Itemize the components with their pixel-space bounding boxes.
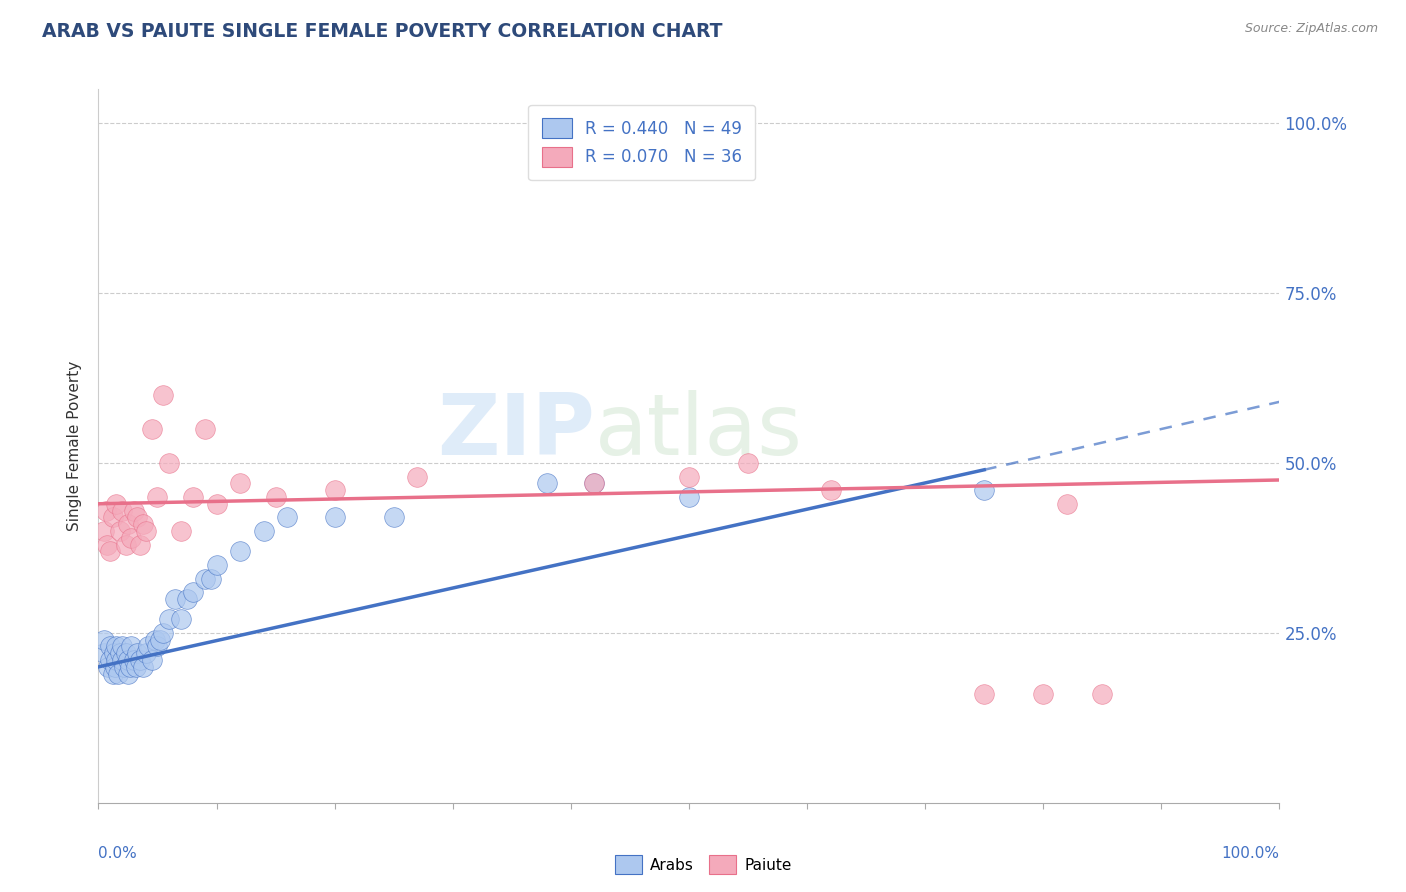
Text: ZIP: ZIP — [437, 390, 595, 474]
Legend: Arabs, Paiute: Arabs, Paiute — [609, 849, 797, 880]
Point — [253, 524, 276, 538]
Point — [105, 640, 128, 654]
Point — [104, 660, 127, 674]
Point — [152, 388, 174, 402]
Legend: R = 0.440   N = 49, R = 0.070   N = 36: R = 0.440 N = 49, R = 0.070 N = 36 — [529, 104, 755, 180]
Text: Source: ZipAtlas.com: Source: ZipAtlas.com — [1244, 22, 1378, 36]
Point — [93, 632, 115, 647]
Point — [323, 483, 346, 498]
Point — [536, 476, 558, 491]
Point — [94, 503, 117, 517]
Point — [141, 653, 163, 667]
Point — [121, 531, 143, 545]
Point — [132, 517, 155, 532]
Point — [229, 476, 252, 491]
Point — [205, 497, 228, 511]
Point — [170, 612, 193, 626]
Point — [176, 591, 198, 606]
Point — [678, 490, 700, 504]
Point — [170, 524, 193, 538]
Point — [121, 640, 143, 654]
Point — [128, 537, 150, 551]
Point — [276, 510, 298, 524]
Point — [98, 640, 121, 654]
Point — [117, 653, 139, 667]
Point — [127, 646, 149, 660]
Point — [136, 640, 159, 654]
Point — [108, 646, 131, 660]
Point — [973, 687, 995, 701]
Point — [323, 510, 346, 524]
Point — [125, 660, 148, 674]
Point — [583, 476, 606, 491]
Point — [146, 640, 169, 654]
Point — [678, 469, 700, 483]
Point — [120, 660, 142, 674]
Point — [1056, 497, 1078, 511]
Point — [181, 490, 204, 504]
Y-axis label: Single Female Poverty: Single Female Poverty — [67, 361, 83, 531]
Point — [105, 653, 128, 667]
Text: ARAB VS PAIUTE SINGLE FEMALE POVERTY CORRELATION CHART: ARAB VS PAIUTE SINGLE FEMALE POVERTY COR… — [42, 22, 723, 41]
Point — [583, 476, 606, 491]
Point — [229, 544, 252, 558]
Point — [1032, 687, 1054, 701]
Point — [105, 497, 128, 511]
Point — [127, 510, 149, 524]
Point — [737, 456, 759, 470]
Point — [101, 666, 124, 681]
Point — [264, 490, 287, 504]
Point — [157, 456, 180, 470]
Point — [128, 653, 150, 667]
Point — [108, 524, 131, 538]
Point — [132, 660, 155, 674]
Point — [382, 510, 405, 524]
Point — [111, 503, 134, 517]
Point — [200, 572, 222, 586]
Point — [107, 666, 129, 681]
Text: 100.0%: 100.0% — [1222, 846, 1279, 861]
Point — [93, 524, 115, 538]
Point — [135, 524, 157, 538]
Point — [135, 646, 157, 660]
Point — [96, 537, 118, 551]
Point — [98, 544, 121, 558]
Point — [194, 572, 217, 586]
Point — [97, 660, 120, 674]
Point — [973, 483, 995, 498]
Point — [157, 612, 180, 626]
Point — [152, 626, 174, 640]
Point — [165, 591, 187, 606]
Point — [205, 558, 228, 572]
Point — [122, 653, 145, 667]
Point — [112, 660, 135, 674]
Text: atlas: atlas — [595, 390, 803, 474]
Point — [111, 640, 134, 654]
Point — [98, 653, 121, 667]
Point — [93, 646, 115, 660]
Point — [117, 666, 139, 681]
Point — [111, 653, 134, 667]
Text: 0.0%: 0.0% — [98, 846, 138, 861]
Point — [820, 483, 842, 498]
Point — [181, 585, 204, 599]
Point — [194, 422, 217, 436]
Point — [114, 537, 136, 551]
Point — [117, 517, 139, 532]
Point — [143, 632, 166, 647]
Point — [1091, 687, 1114, 701]
Point — [141, 422, 163, 436]
Point — [149, 632, 172, 647]
Point — [146, 490, 169, 504]
Point — [101, 510, 124, 524]
Point — [114, 646, 136, 660]
Point — [122, 503, 145, 517]
Point — [103, 646, 125, 660]
Point — [406, 469, 429, 483]
